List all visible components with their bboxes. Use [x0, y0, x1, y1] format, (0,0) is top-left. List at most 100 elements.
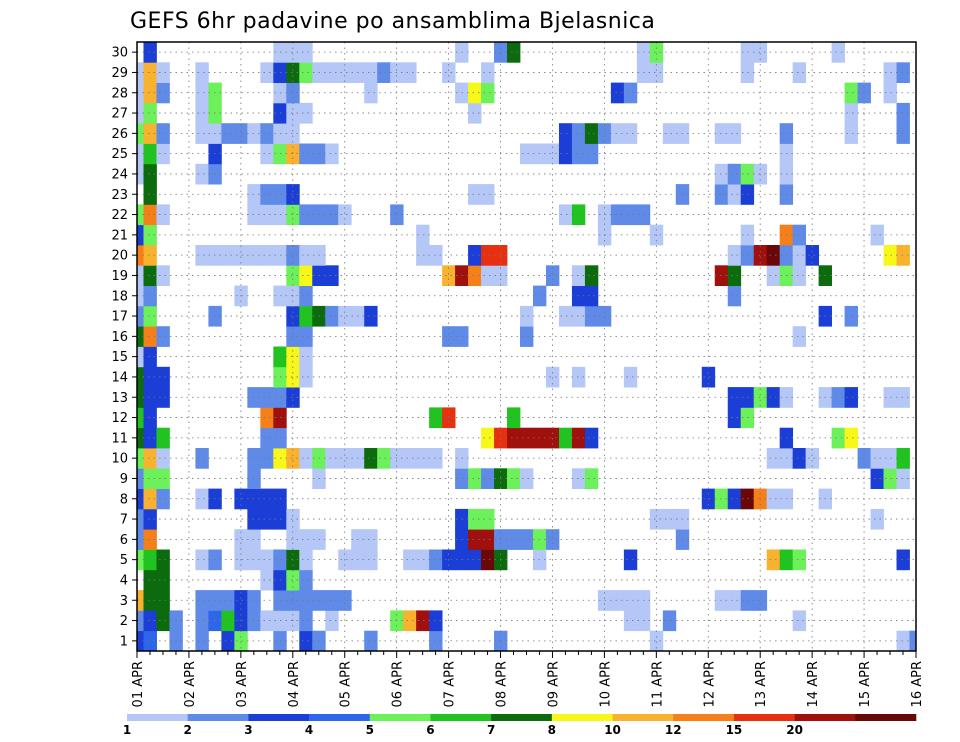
heatmap-cell: [364, 82, 378, 104]
heatmap-cell: [260, 508, 274, 530]
heatmap-cell: [727, 184, 742, 205]
heatmap-cell: [247, 590, 261, 611]
colorbar-label: 12: [665, 723, 682, 737]
heatmap-cell: [137, 549, 144, 571]
colorbar-segment: [248, 714, 310, 721]
heatmap-cell: [520, 427, 534, 449]
heatmap-cell: [299, 102, 313, 124]
heatmap-cell: [896, 123, 910, 144]
heatmap-cell: [740, 163, 755, 185]
heatmap-cell: [143, 305, 157, 327]
heatmap-cell: [286, 448, 300, 469]
heatmap-cell: [584, 285, 599, 307]
heatmap-cell: [558, 427, 573, 449]
colorbar-segment: [187, 714, 249, 721]
heatmap-cell: [286, 245, 300, 266]
heatmap-cell: [137, 82, 144, 104]
y-tick-label: 7: [120, 513, 128, 528]
heatmap-cell: [221, 630, 235, 652]
colorbar-segment: [369, 714, 431, 721]
heatmap-cell: [571, 265, 586, 286]
heatmap-cell: [195, 630, 209, 652]
heatmap-cell: [247, 123, 261, 144]
heatmap-cell: [571, 204, 586, 226]
heatmap-cell: [377, 62, 391, 83]
heatmap-cell: [649, 508, 664, 530]
heatmap-cell: [260, 204, 274, 226]
y-tick-label: 11: [111, 431, 128, 446]
heatmap-cell: [299, 590, 313, 611]
heatmap-cell: [338, 448, 352, 469]
heatmap-cell: [260, 123, 274, 144]
heatmap-cell: [468, 549, 482, 571]
heatmap-cell: [137, 427, 144, 449]
heatmap-cell: [247, 448, 261, 469]
heatmap-cell: [286, 569, 300, 591]
heatmap-cell: [156, 204, 170, 226]
heatmap-cells: [137, 42, 917, 652]
heatmap-cell: [156, 143, 170, 165]
heatmap-cell: [338, 305, 352, 327]
heatmap-cell: [468, 82, 482, 104]
heatmap-cell: [481, 82, 495, 104]
y-tick-label: 26: [111, 127, 128, 142]
heatmap-cell: [234, 123, 248, 144]
heatmap-cell: [195, 163, 209, 185]
heatmap-cell: [545, 265, 560, 286]
heatmap-cell: [584, 427, 599, 449]
colorbar-segment: [612, 714, 674, 721]
heatmap-cell: [234, 590, 248, 611]
heatmap-cell: [299, 143, 313, 165]
y-tick-label: 5: [120, 553, 128, 568]
y-tick-label: 4: [120, 573, 128, 588]
x-tick-label: 07 APR: [443, 661, 458, 707]
heatmap-cell: [286, 265, 300, 286]
heatmap-cell: [844, 123, 858, 144]
heatmap-cell: [727, 285, 742, 307]
heatmap-cell: [727, 163, 742, 185]
heatmap-cell: [870, 468, 884, 489]
heatmap-cell: [286, 529, 300, 550]
heatmap-cell: [286, 62, 300, 83]
heatmap-cell: [143, 407, 157, 429]
colorbar-label: 1: [123, 723, 131, 737]
y-tick-label: 20: [111, 249, 128, 264]
heatmap-cell: [299, 245, 313, 266]
heatmap-cell: [234, 245, 248, 266]
heatmap-cell: [338, 204, 352, 226]
heatmap-cell: [137, 224, 144, 246]
heatmap-cell: [260, 488, 274, 510]
y-axis: 1234567891011121314151617181920212223242…: [111, 46, 137, 649]
heatmap-cell: [143, 427, 157, 449]
heatmap-cell: [740, 62, 755, 83]
heatmap-cell: [143, 245, 157, 266]
heatmap-cell: [481, 62, 495, 83]
heatmap-cell: [740, 387, 755, 408]
colorbar-segment: [127, 714, 188, 721]
heatmap-cell: [260, 448, 274, 469]
y-tick-label: 16: [111, 330, 128, 345]
heatmap-cell: [792, 62, 807, 83]
heatmap-cell: [481, 549, 495, 571]
heatmap-cell: [195, 123, 209, 144]
heatmap-cell: [571, 468, 586, 489]
heatmap-cell: [143, 569, 157, 591]
colorbar-label: 4: [305, 723, 313, 737]
colorbar-label: 6: [426, 723, 434, 737]
heatmap-cell: [195, 590, 209, 611]
y-tick-label: 21: [111, 228, 128, 243]
heatmap-cell: [143, 143, 157, 165]
heatmap-cell: [896, 468, 910, 489]
x-tick-label: 03 APR: [235, 661, 250, 707]
heatmap-cell: [545, 143, 560, 165]
heatmap-cell: [766, 245, 781, 266]
heatmap-cell: [143, 387, 157, 408]
heatmap-cell: [137, 285, 144, 307]
heatmap-cell: [507, 529, 521, 550]
heatmap-cell: [221, 590, 235, 611]
heatmap-cell: [727, 245, 742, 266]
heatmap-cell: [156, 366, 170, 388]
heatmap-cell: [831, 42, 845, 63]
y-tick-label: 9: [120, 472, 128, 487]
heatmap-cell: [156, 448, 170, 469]
